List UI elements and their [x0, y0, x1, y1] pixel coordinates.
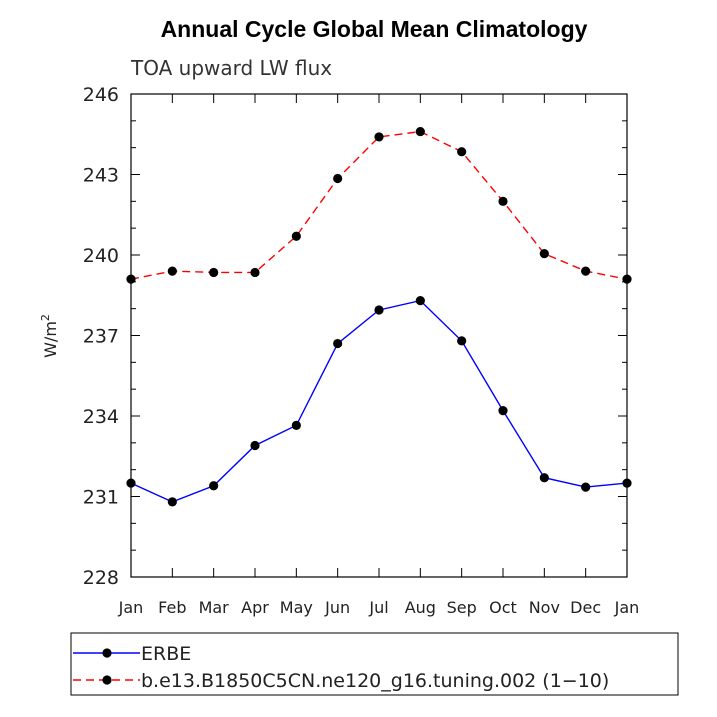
- legend-label: b.e13.B1850C5CN.ne120_g16.tuning.002 (1−…: [141, 670, 609, 692]
- data-point: [374, 132, 384, 142]
- x-tick-label: Aug: [405, 598, 436, 617]
- x-tick-label: May: [280, 598, 313, 617]
- data-point: [498, 406, 508, 416]
- data-point: [250, 440, 260, 451]
- data-point: [581, 266, 591, 276]
- y-tick-label: 237: [83, 326, 119, 348]
- chart-title: Annual Cycle Global Mean Climatology: [161, 16, 588, 42]
- data-point: [539, 249, 549, 259]
- data-point: [291, 231, 301, 241]
- y-tick-label: 234: [83, 406, 119, 428]
- x-tick-label: Jun: [324, 598, 350, 617]
- y-tick-labels: 228 231 234 237 240 243 246: [83, 84, 119, 589]
- data-point: [291, 420, 301, 430]
- data-point: [498, 196, 508, 206]
- data-point: [209, 481, 219, 491]
- data-point: [415, 126, 425, 137]
- y-tick-label: 231: [83, 487, 119, 509]
- x-tick-label: Mar: [199, 598, 230, 617]
- data-point: [374, 305, 384, 315]
- legend: ERBE b.e13.B1850C5CN.ne120_g16.tuning.002…: [70, 632, 679, 696]
- y-tick-label: 243: [83, 165, 119, 187]
- series-line-2: [130, 130, 628, 280]
- x-tick-label: Apr: [241, 598, 269, 617]
- data-point: [415, 296, 425, 306]
- legend-swatch-marker: [102, 648, 112, 658]
- x-tick-label: Nov: [529, 598, 560, 617]
- y-tick-label: 240: [83, 245, 119, 267]
- chart-subtitle: TOA upward LW flux: [130, 56, 332, 80]
- axis-ticks: [130, 93, 628, 578]
- x-tick-label: Sep: [447, 598, 477, 617]
- plot-frame: [130, 93, 628, 578]
- x-tick-label: Oct: [489, 598, 517, 617]
- y-axis-label: W/m2: [39, 314, 60, 358]
- data-point: [167, 266, 177, 276]
- x-tick-labels: Jan Feb Mar Apr May Jun Jul Aug Sep Oct Nov Dec Jan: [118, 598, 640, 617]
- x-tick-label: Jul: [368, 598, 388, 617]
- data-point: [333, 338, 343, 349]
- x-tick-label: Jan: [614, 598, 640, 617]
- data-series: [126, 126, 632, 507]
- legend-swatch-marker: [102, 675, 112, 685]
- x-tick-label: Dec: [570, 598, 601, 617]
- series-line-1: [130, 299, 628, 503]
- x-tick-label: Jan: [118, 598, 144, 617]
- legend-box: [70, 632, 679, 696]
- data-point: [167, 497, 177, 507]
- data-point: [457, 336, 467, 346]
- data-point: [250, 267, 260, 278]
- y-axis-title: W/m2: [39, 314, 60, 358]
- data-point: [457, 147, 467, 157]
- x-tick-label: Feb: [158, 598, 186, 617]
- y-tick-label: 228: [83, 567, 119, 589]
- data-point: [209, 267, 219, 278]
- legend-label: ERBE: [141, 643, 191, 665]
- data-point: [539, 473, 549, 483]
- data-point: [333, 173, 343, 184]
- data-point: [581, 482, 591, 492]
- y-tick-label: 246: [83, 84, 119, 106]
